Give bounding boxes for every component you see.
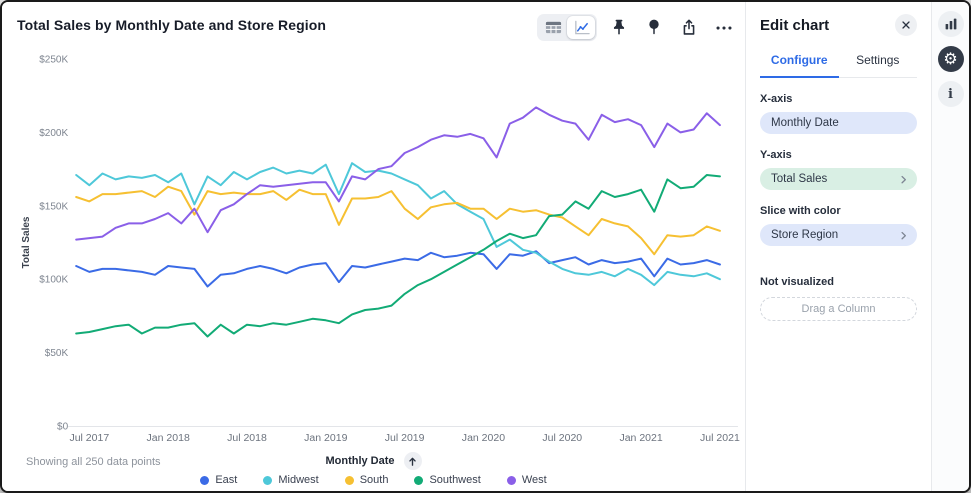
y-tick-label: $50K (45, 348, 69, 359)
slice-color-pill[interactable]: Store Region (760, 224, 917, 246)
series-line-south[interactable] (75, 185, 721, 256)
balloon-icon (648, 19, 659, 34)
legend-dot (200, 475, 210, 485)
legend-dot (263, 475, 273, 485)
chart-pane: Total Sales by Monthly Date and Store Re… (2, 2, 745, 491)
ellipsis-icon (715, 25, 732, 30)
x-tick-label: Jan 2018 (147, 432, 190, 444)
chevron-right-icon (901, 175, 907, 183)
tab-configure[interactable]: Configure (760, 45, 839, 78)
legend-item-west[interactable]: West (506, 474, 547, 486)
table-view-button[interactable] (539, 16, 567, 39)
edit-chart-panel: Edit chart Configure Settings X-axis Mon… (745, 2, 931, 491)
x-axis-title: Monthly Date (325, 455, 395, 467)
series-line-east[interactable] (75, 250, 721, 288)
settings-rail-button[interactable]: ⚙ (937, 46, 964, 72)
arrow-up-icon (409, 457, 416, 466)
legend: East Midwest South Southwest West (2, 474, 745, 486)
tab-settings[interactable]: Settings (839, 45, 918, 78)
chart-toolbar (537, 14, 737, 41)
sort-ascending-button[interactable] (403, 452, 422, 470)
y-axis-pill[interactable]: Total Sales (760, 168, 917, 190)
y-tick-label: $100K (39, 275, 68, 286)
x-tick-label: Jul 2018 (227, 432, 267, 444)
line-chart-icon (574, 20, 590, 35)
x-tick-label: Jul 2017 (69, 432, 109, 444)
pin-button[interactable] (605, 14, 632, 41)
x-tick-label: Jan 2019 (304, 432, 347, 444)
legend-item-midwest[interactable]: Midwest (263, 474, 319, 486)
table-icon (545, 21, 561, 34)
info-rail-button[interactable]: i (937, 81, 964, 107)
panel-header: Edit chart (760, 14, 917, 36)
more-options-button[interactable] (710, 14, 737, 41)
close-icon (902, 21, 910, 29)
right-icon-rail: ⚙ i (931, 2, 969, 491)
share-icon (683, 19, 694, 35)
export-button[interactable] (675, 14, 702, 41)
not-visualized-label: Not visualized (760, 276, 834, 288)
legend-label: South (359, 474, 389, 486)
chevron-right-icon (901, 231, 907, 239)
legend-item-south[interactable]: South (344, 474, 389, 486)
slice-with-color-label: Slice with color (760, 205, 841, 217)
slice-color-pill-value: Store Region (771, 229, 839, 241)
y-axis-field-label: Y-axis (760, 149, 792, 161)
chart-header: Total Sales by Monthly Date and Store Re… (2, 2, 745, 41)
bar-chart-icon (945, 18, 956, 30)
legend-item-east[interactable]: East (200, 474, 237, 486)
gear-icon: ⚙ (943, 49, 958, 68)
legend-item-southwest[interactable]: Southwest (414, 474, 481, 486)
y-axis-pill-value: Total Sales (771, 173, 828, 185)
panel-tabs: Configure Settings (760, 45, 917, 78)
legend-dot (506, 475, 516, 485)
x-axis-title-row: Monthly Date (2, 452, 745, 470)
close-panel-button[interactable] (895, 14, 917, 36)
view-toggle (537, 14, 597, 41)
x-tick-label: Jul 2020 (542, 432, 582, 444)
y-tick-label: $0 (57, 422, 69, 433)
pin-icon (613, 19, 624, 34)
series-line-midwest[interactable] (75, 162, 721, 287)
y-axis-title: Total Sales (21, 216, 32, 268)
chart-type-rail-button[interactable] (937, 11, 964, 37)
panel-title: Edit chart (760, 16, 830, 34)
insight-button[interactable] (640, 14, 667, 41)
y-tick-label: $150K (39, 201, 68, 212)
legend-label: East (215, 474, 238, 486)
info-icon: i (948, 86, 953, 102)
chart-title: Total Sales by Monthly Date and Store Re… (17, 17, 327, 33)
data-points-note: Showing all 250 data points (26, 456, 161, 468)
legend-dot (344, 475, 354, 485)
drag-column-dropzone[interactable]: Drag a Column (760, 297, 917, 321)
legend-dot (414, 475, 424, 485)
series-line-southwest[interactable] (75, 174, 721, 338)
drag-column-placeholder: Drag a Column (801, 303, 876, 315)
x-tick-label: Jan 2020 (462, 432, 505, 444)
legend-label: West (521, 474, 547, 486)
x-axis-pill[interactable]: Monthly Date (760, 112, 917, 134)
x-tick-label: Jan 2021 (619, 432, 662, 444)
x-tick-label: Jul 2019 (385, 432, 425, 444)
y-tick-label: $250K (39, 55, 68, 66)
sales-line-chart[interactable]: $0 $50K $100K $150K $200K $250K Total Sales Jul… (2, 2, 745, 491)
x-axis-field-label: X-axis (760, 93, 793, 105)
legend-label: Southwest (429, 474, 481, 486)
y-tick-label: $200K (39, 128, 68, 139)
series-line-west[interactable] (75, 106, 721, 241)
x-axis-pill-value: Monthly Date (771, 117, 839, 129)
x-tick-label: Jul 2021 (700, 432, 740, 444)
chart-view-button[interactable] (567, 16, 595, 39)
legend-label: Midwest (278, 474, 319, 486)
